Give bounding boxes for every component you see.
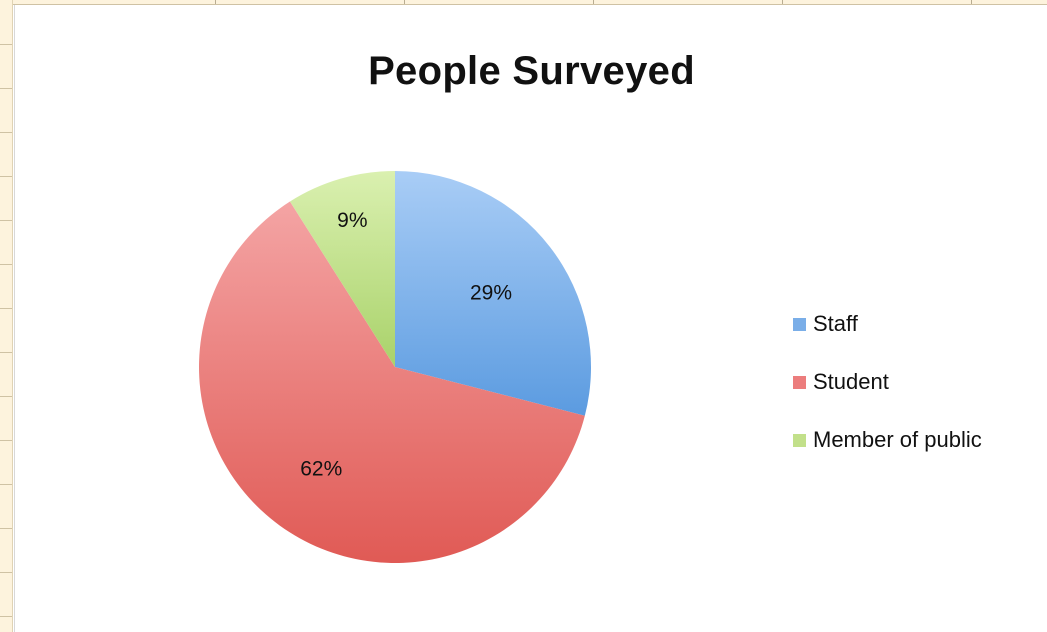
sheet-row-header: [0, 0, 13, 632]
pie-slice-member-of-public[interactable]: [289, 171, 395, 367]
sheet-row-line: [0, 440, 12, 441]
legend-item-student: Student: [793, 353, 982, 411]
sheet-row-line: [0, 616, 12, 617]
legend-swatch-member-of-public: [793, 433, 806, 447]
sheet-row-line: [0, 132, 12, 133]
sheet-row-line: [0, 176, 12, 177]
sheet-row-line: [0, 528, 12, 529]
chart-area[interactable]: People Surveyed 29% 62% 9% Staff Student M…: [14, 5, 1047, 632]
data-label-staff: 29%: [470, 282, 512, 305]
sheet-row-line: [0, 308, 12, 309]
sheet-row-line: [0, 352, 12, 353]
sheet-row-line: [0, 220, 12, 221]
sheet-row-line: [0, 88, 12, 89]
sheet-column-line: [971, 0, 972, 4]
sheet-row-line: [0, 484, 12, 485]
pie-slice-staff[interactable]: [395, 171, 591, 416]
legend-label-student: Student: [813, 369, 889, 394]
legend-label-member-of-public: Member of public: [813, 427, 982, 452]
sheet-column-header: [0, 0, 1047, 5]
sheet-row-line: [0, 264, 12, 265]
sheet-column-line: [404, 0, 405, 4]
legend-label-staff: Staff: [813, 311, 858, 336]
data-label-member-of-public: 9%: [337, 209, 367, 232]
legend-swatch-staff: [793, 317, 806, 331]
sheet-row-line: [0, 572, 12, 573]
legend-item-staff: Staff: [793, 295, 982, 353]
pie-slice-student[interactable]: [199, 201, 585, 563]
legend-item-member-of-public: Member of public: [793, 411, 982, 469]
legend-swatch-student: [793, 375, 806, 389]
data-label-student: 62%: [300, 457, 342, 480]
pie-chart: 29% 62% 9%: [199, 171, 591, 563]
sheet-row-line: [0, 44, 12, 45]
chart-legend: Staff Student Member of public: [793, 295, 982, 469]
sheet-column-line: [782, 0, 783, 4]
chart-title: People Surveyed: [368, 49, 695, 93]
sheet-column-line: [215, 0, 216, 4]
sheet-column-line: [593, 0, 594, 4]
sheet-row-line: [0, 396, 12, 397]
